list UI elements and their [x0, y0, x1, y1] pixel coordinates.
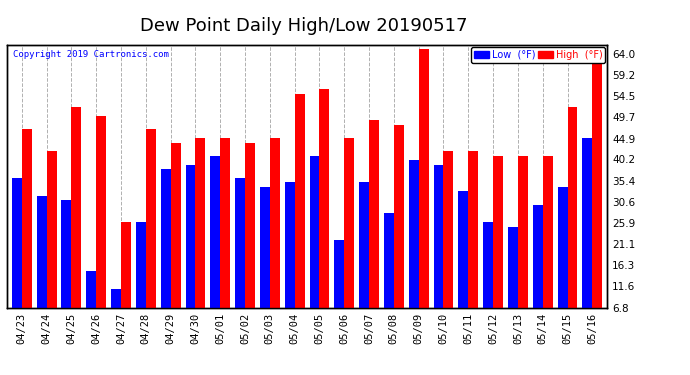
Text: Dew Point Daily High/Low 20190517: Dew Point Daily High/Low 20190517	[140, 17, 467, 35]
Bar	[310, 156, 319, 338]
Bar	[146, 129, 156, 338]
Bar	[408, 160, 419, 338]
Bar	[71, 107, 81, 338]
Bar	[533, 205, 543, 338]
Bar	[22, 129, 32, 338]
Bar	[419, 50, 428, 338]
Bar	[121, 222, 131, 338]
Bar	[567, 107, 578, 338]
Bar	[136, 222, 146, 338]
Bar	[96, 116, 106, 338]
Bar	[61, 200, 71, 338]
Bar	[493, 156, 503, 338]
Bar	[195, 138, 206, 338]
Bar	[270, 138, 279, 338]
Bar	[344, 138, 354, 338]
Bar	[186, 165, 195, 338]
Bar	[483, 222, 493, 338]
Bar	[220, 138, 230, 338]
Bar	[384, 213, 394, 338]
Bar	[37, 196, 47, 338]
Bar	[543, 156, 553, 338]
Bar	[592, 50, 602, 338]
Bar	[47, 152, 57, 338]
Bar	[369, 120, 379, 338]
Bar	[359, 183, 369, 338]
Legend: Low  (°F), High  (°F): Low (°F), High (°F)	[471, 47, 605, 63]
Bar	[12, 178, 22, 338]
Bar	[319, 89, 329, 338]
Bar	[245, 142, 255, 338]
Bar	[469, 152, 478, 338]
Bar	[111, 289, 121, 338]
Bar	[508, 227, 518, 338]
Bar	[295, 94, 304, 338]
Bar	[582, 138, 592, 338]
Bar	[458, 191, 469, 338]
Bar	[433, 165, 444, 338]
Bar	[394, 125, 404, 338]
Bar	[210, 156, 220, 338]
Bar	[260, 187, 270, 338]
Bar	[335, 240, 344, 338]
Bar	[518, 156, 528, 338]
Bar	[170, 142, 181, 338]
Bar	[86, 271, 96, 338]
Bar	[558, 187, 567, 338]
Bar	[161, 169, 170, 338]
Text: Copyright 2019 Cartronics.com: Copyright 2019 Cartronics.com	[13, 50, 169, 59]
Bar	[285, 183, 295, 338]
Bar	[444, 152, 453, 338]
Bar	[235, 178, 245, 338]
